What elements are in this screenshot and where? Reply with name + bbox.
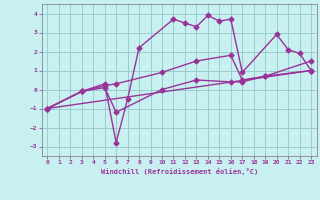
X-axis label: Windchill (Refroidissement éolien,°C): Windchill (Refroidissement éolien,°C) [100,168,258,175]
